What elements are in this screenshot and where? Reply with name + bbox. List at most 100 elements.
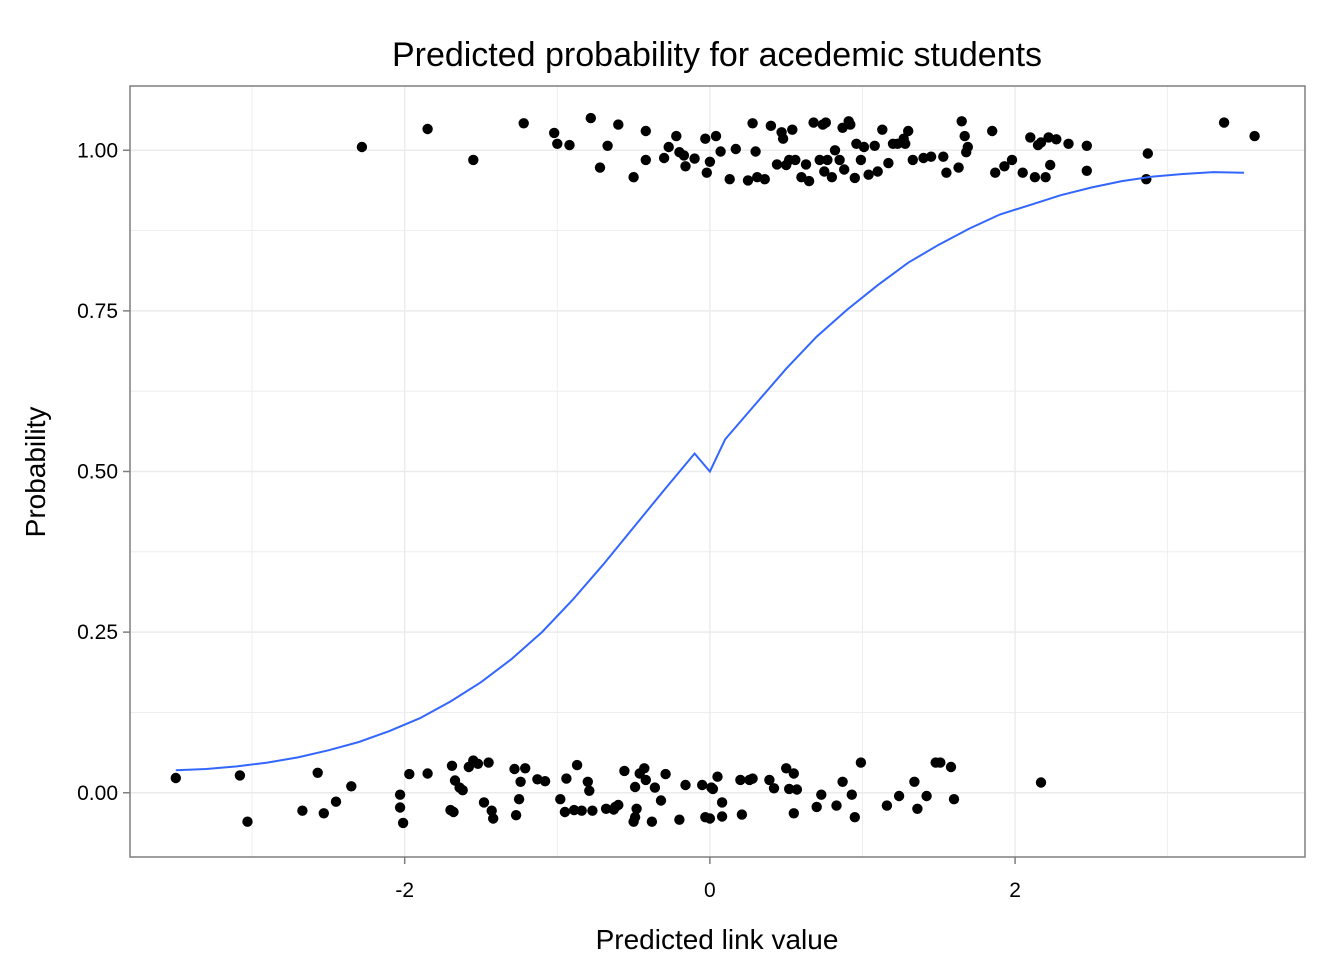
scatter-point — [735, 774, 746, 786]
x-tick-label: 0 — [704, 879, 716, 902]
scatter-point — [689, 153, 700, 164]
y-axis-title: Probability — [20, 407, 51, 538]
x-axis: -2 0 2 — [395, 857, 1021, 902]
scatter-point — [520, 763, 531, 774]
scatter-point — [582, 776, 593, 787]
scatter-point — [446, 760, 458, 771]
scatter-point — [646, 816, 658, 827]
y-tick-label: 0.50 — [77, 461, 118, 484]
scatter-point — [671, 130, 682, 142]
scatter-point — [602, 140, 613, 151]
scatter-point — [881, 800, 893, 811]
scatter-point — [640, 125, 651, 137]
scatter-point — [935, 757, 946, 768]
scatter-point — [509, 763, 520, 775]
scatter-point — [768, 783, 780, 794]
scatter-point — [663, 141, 674, 153]
scatter-point — [956, 116, 967, 127]
scatter-point — [704, 156, 716, 167]
scatter-point — [704, 813, 716, 824]
scatter-point — [822, 154, 833, 166]
scatter-point — [631, 803, 642, 814]
scatter-point — [170, 772, 181, 784]
scatter-point — [1006, 154, 1018, 166]
scatter-point — [747, 773, 758, 784]
scatter-point — [872, 166, 883, 177]
scatter-point — [788, 808, 799, 819]
scatter-point — [765, 120, 777, 131]
scatter-point — [855, 757, 867, 768]
scatter-point — [877, 124, 888, 135]
scatter-point — [858, 141, 870, 153]
scatter-point — [515, 776, 526, 787]
scatter-point — [404, 768, 415, 780]
scatter-point — [724, 174, 735, 185]
scatter-point — [552, 138, 563, 149]
scatter-point — [819, 166, 830, 177]
scatter-point — [242, 816, 253, 827]
scatter-point — [356, 141, 368, 153]
scatter-point — [742, 175, 754, 186]
scatter-point — [1141, 174, 1152, 185]
scatter-point — [953, 162, 964, 173]
y-axis: 0.00 0.25 0.50 0.75 1.00 — [77, 139, 130, 805]
scatter-point — [747, 118, 758, 129]
scatter-point — [1029, 172, 1041, 183]
scatter-point — [846, 789, 857, 800]
scatter-point — [674, 814, 685, 825]
scatter-point — [422, 123, 433, 135]
scatter-point — [234, 770, 246, 781]
scatter-point — [629, 812, 641, 823]
scatter-point — [701, 167, 712, 178]
scatter-point — [777, 133, 789, 144]
scatter-point — [628, 172, 639, 183]
scatter-point — [736, 809, 748, 820]
scatter-point — [297, 805, 308, 816]
x-axis-title: Predicted link value — [596, 924, 839, 955]
scatter-point — [820, 117, 831, 128]
scatter-point — [730, 143, 741, 155]
scatter-point — [1017, 167, 1028, 178]
scatter-point — [710, 130, 722, 142]
scatter-point — [987, 125, 998, 137]
scatter-point — [561, 773, 572, 784]
y-tick-label: 1.00 — [77, 139, 118, 162]
scatter-point — [941, 167, 952, 178]
scatter-point — [791, 784, 803, 795]
scatter-point — [790, 154, 801, 166]
scatter-point — [845, 119, 856, 130]
scatter-point — [921, 790, 932, 802]
scatter-point — [468, 154, 479, 166]
scatter-point — [330, 796, 342, 807]
scatter-point — [486, 805, 497, 816]
scatter-point — [549, 127, 560, 139]
scatter-point — [912, 803, 923, 814]
scatter-point — [658, 152, 670, 164]
scatter-point — [1142, 148, 1154, 159]
scatter-point — [680, 161, 691, 172]
scatter-point — [1249, 130, 1260, 142]
scatter-point — [510, 810, 522, 821]
scatter-point — [839, 164, 850, 175]
scatter-point — [600, 803, 612, 814]
scatter-point — [559, 806, 571, 818]
scatter-point — [680, 779, 691, 791]
scatter-point — [903, 125, 914, 137]
scatter-point — [1218, 117, 1230, 128]
scatter-point — [716, 797, 728, 808]
scatter-point — [518, 118, 529, 129]
scatter-point — [855, 154, 867, 166]
scatter-point — [712, 771, 723, 782]
scatter-point — [715, 146, 726, 157]
scatter-point — [883, 157, 894, 169]
scatter-point — [1051, 134, 1062, 145]
scatter-point — [999, 161, 1010, 172]
scatter-point — [990, 167, 1001, 178]
scatter-point — [814, 154, 825, 166]
scatter-point — [764, 774, 775, 786]
scatter-point — [893, 790, 905, 802]
scatter-point — [831, 800, 842, 811]
scatter-point — [1063, 138, 1074, 149]
scatter-point — [488, 813, 499, 824]
scatter-point — [829, 145, 841, 156]
